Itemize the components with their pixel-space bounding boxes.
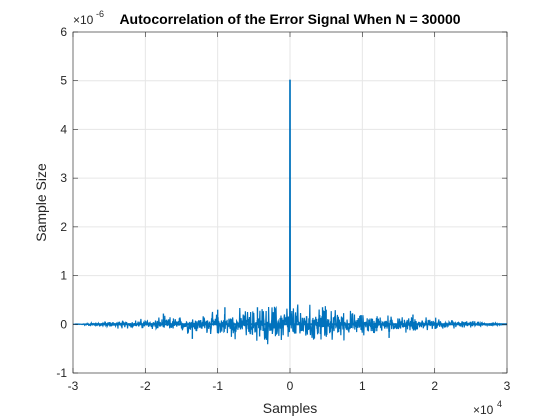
x-tick-label: -1	[212, 379, 223, 393]
y-tick-label: 4	[60, 122, 67, 136]
x-axis-multiplier: ×10 4	[473, 399, 502, 417]
y-tick-label: 1	[60, 269, 67, 283]
x-tick-label: 1	[359, 379, 366, 393]
y-tick-label: 5	[60, 74, 67, 88]
y-tick-label: 6	[60, 25, 67, 39]
series-group	[72, 79, 508, 345]
x-tick-label: -3	[68, 379, 79, 393]
x-tick-label: -2	[140, 379, 151, 393]
chart-title: Autocorrelation of the Error Signal When…	[119, 11, 460, 27]
x-multiplier-base: ×10	[473, 403, 494, 417]
y-tick-label: 2	[60, 220, 67, 234]
x-tick-label: 3	[504, 379, 511, 393]
y-tick-label: -1	[56, 366, 67, 380]
y-axis-label: Sample Size	[33, 163, 49, 242]
x-multiplier-exponent: 4	[497, 399, 502, 409]
y-multiplier-base: ×10	[73, 13, 94, 27]
axis-ticks: -3 -2 -1 0 1 2 3 -1 0 1 2 3 4 5 6	[56, 25, 510, 393]
x-tick-label: 0	[287, 379, 294, 393]
x-axis-label: Samples	[263, 400, 317, 416]
y-tick-label: 0	[60, 317, 67, 331]
y-tick-label: 3	[60, 171, 67, 185]
y-axis-multiplier: ×10 -6	[73, 9, 104, 27]
x-tick-label: 2	[431, 379, 438, 393]
y-multiplier-exponent: -6	[96, 9, 104, 19]
